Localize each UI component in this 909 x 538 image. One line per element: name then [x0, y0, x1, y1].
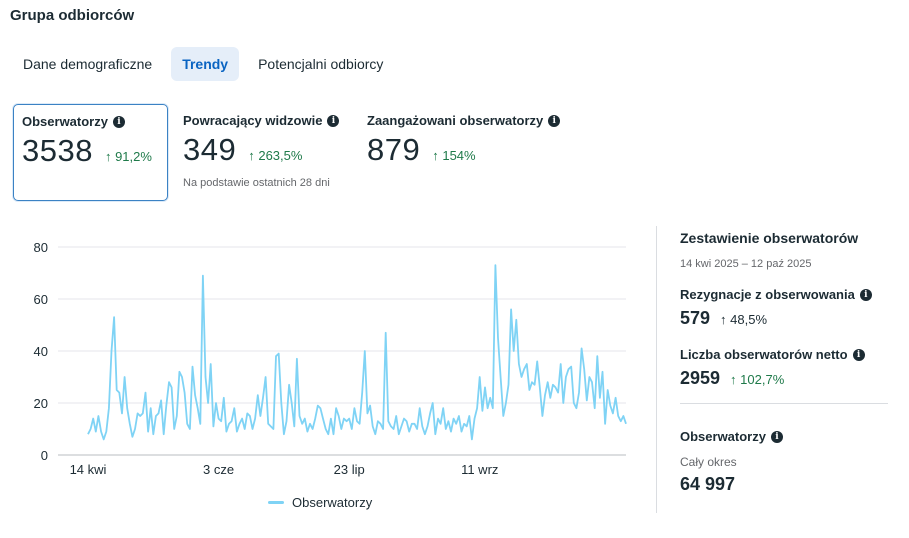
- info-icon[interactable]: i: [852, 348, 865, 361]
- info-icon[interactable]: i: [327, 114, 340, 127]
- metric-note: Na podstawie ostatnich 28 dni: [183, 177, 330, 189]
- legend-swatch: [268, 501, 284, 504]
- metric-value: 349: [183, 132, 237, 167]
- tab-bar: Dane demograficzne Trendy Potencjalni od…: [12, 47, 394, 81]
- summary-value: 2959: [680, 368, 721, 388]
- metric-header: Zaangażowani obserwatorzy i: [367, 113, 566, 128]
- metric-label: Zaangażowani obserwatorzy: [367, 113, 544, 128]
- metric-header: Obserwatorzy i: [22, 114, 159, 129]
- tab-trends[interactable]: Trendy: [171, 47, 240, 81]
- y-tick-label: 60: [34, 292, 48, 307]
- y-tick-label: 80: [34, 240, 48, 255]
- summary-change: ↑ 48,5%: [720, 312, 768, 327]
- horizontal-divider: [680, 403, 888, 404]
- metric-header: Powracający widzowie i: [183, 113, 347, 128]
- info-icon[interactable]: i: [548, 114, 561, 127]
- summary-label: Obserwatorzy: [680, 429, 766, 444]
- summary-label: Rezygnacje z obserwowania: [680, 287, 855, 302]
- metric-label: Obserwatorzy: [22, 114, 108, 129]
- summary-net-followers: Liczba obserwatorów netto i 2959 ↑ 102,7…: [680, 347, 892, 389]
- y-tick-label: 20: [34, 396, 48, 411]
- summary-title: Zestawienie obserwatorów: [680, 230, 859, 246]
- metric-label: Powracający widzowie: [183, 113, 323, 128]
- summary-change: ↑ 102,7%: [730, 372, 785, 387]
- metric-card-returning-viewers[interactable]: Powracający widzowie i 349 ↑ 263,5% Na p…: [175, 104, 355, 201]
- chart-canvas: 0 20 40 60 80 14 kwi 3 cze 23 lip 11 wrz: [34, 240, 627, 477]
- info-icon[interactable]: i: [112, 115, 125, 128]
- followers-chart: 0 20 40 60 80 14 kwi 3 cze 23 lip 11 wrz Obserwa…: [0, 222, 640, 532]
- summary-date-range: 14 kwi 2025 – 12 paź 2025: [680, 258, 812, 270]
- info-icon[interactable]: i: [859, 288, 872, 301]
- x-tick-label: 11 wrz: [461, 462, 498, 477]
- x-tick-label: 23 lip: [334, 462, 365, 477]
- metric-value: 3538: [22, 133, 93, 168]
- metric-card-engaged-followers[interactable]: Zaangażowani obserwatorzy i 879 ↑ 154%: [359, 104, 574, 201]
- y-tick-label: 40: [34, 344, 48, 359]
- summary-unfollows: Rezygnacje z obserwowania i 579 ↑ 48,5%: [680, 287, 892, 329]
- metric-value: 879: [367, 132, 421, 167]
- vertical-divider: [656, 226, 657, 513]
- metric-change: ↑ 263,5%: [248, 148, 303, 163]
- metric-change: ↑ 154%: [432, 148, 476, 163]
- y-tick-label: 0: [41, 448, 48, 463]
- chart-legend[interactable]: Obserwatorzy: [268, 495, 372, 510]
- metric-card-followers[interactable]: Obserwatorzy i 3538 ↑ 91,2%: [13, 104, 168, 201]
- summary-value: 579: [680, 308, 711, 328]
- followers-summary-panel: Zestawienie obserwatorów 14 kwi 2025 – 1…: [680, 230, 892, 495]
- metric-change: ↑ 91,2%: [104, 149, 152, 164]
- summary-label: Liczba obserwatorów netto: [680, 347, 848, 362]
- tab-potential-audience[interactable]: Potencjalni odbiorcy: [258, 56, 384, 72]
- x-tick-label: 14 kwi: [70, 462, 107, 477]
- legend-label: Obserwatorzy: [292, 495, 373, 510]
- summary-total-followers: Obserwatorzy i Cały okres 64 997: [680, 429, 892, 495]
- page-title: Grupa odbiorców: [10, 7, 135, 24]
- summary-period: Cały okres: [680, 455, 737, 469]
- x-tick-label: 3 cze: [203, 462, 234, 477]
- tab-demographics[interactable]: Dane demograficzne: [23, 56, 153, 72]
- summary-value: 64 997: [680, 474, 736, 494]
- info-icon[interactable]: i: [770, 430, 783, 443]
- series-line-obserwatorzy: [87, 264, 627, 441]
